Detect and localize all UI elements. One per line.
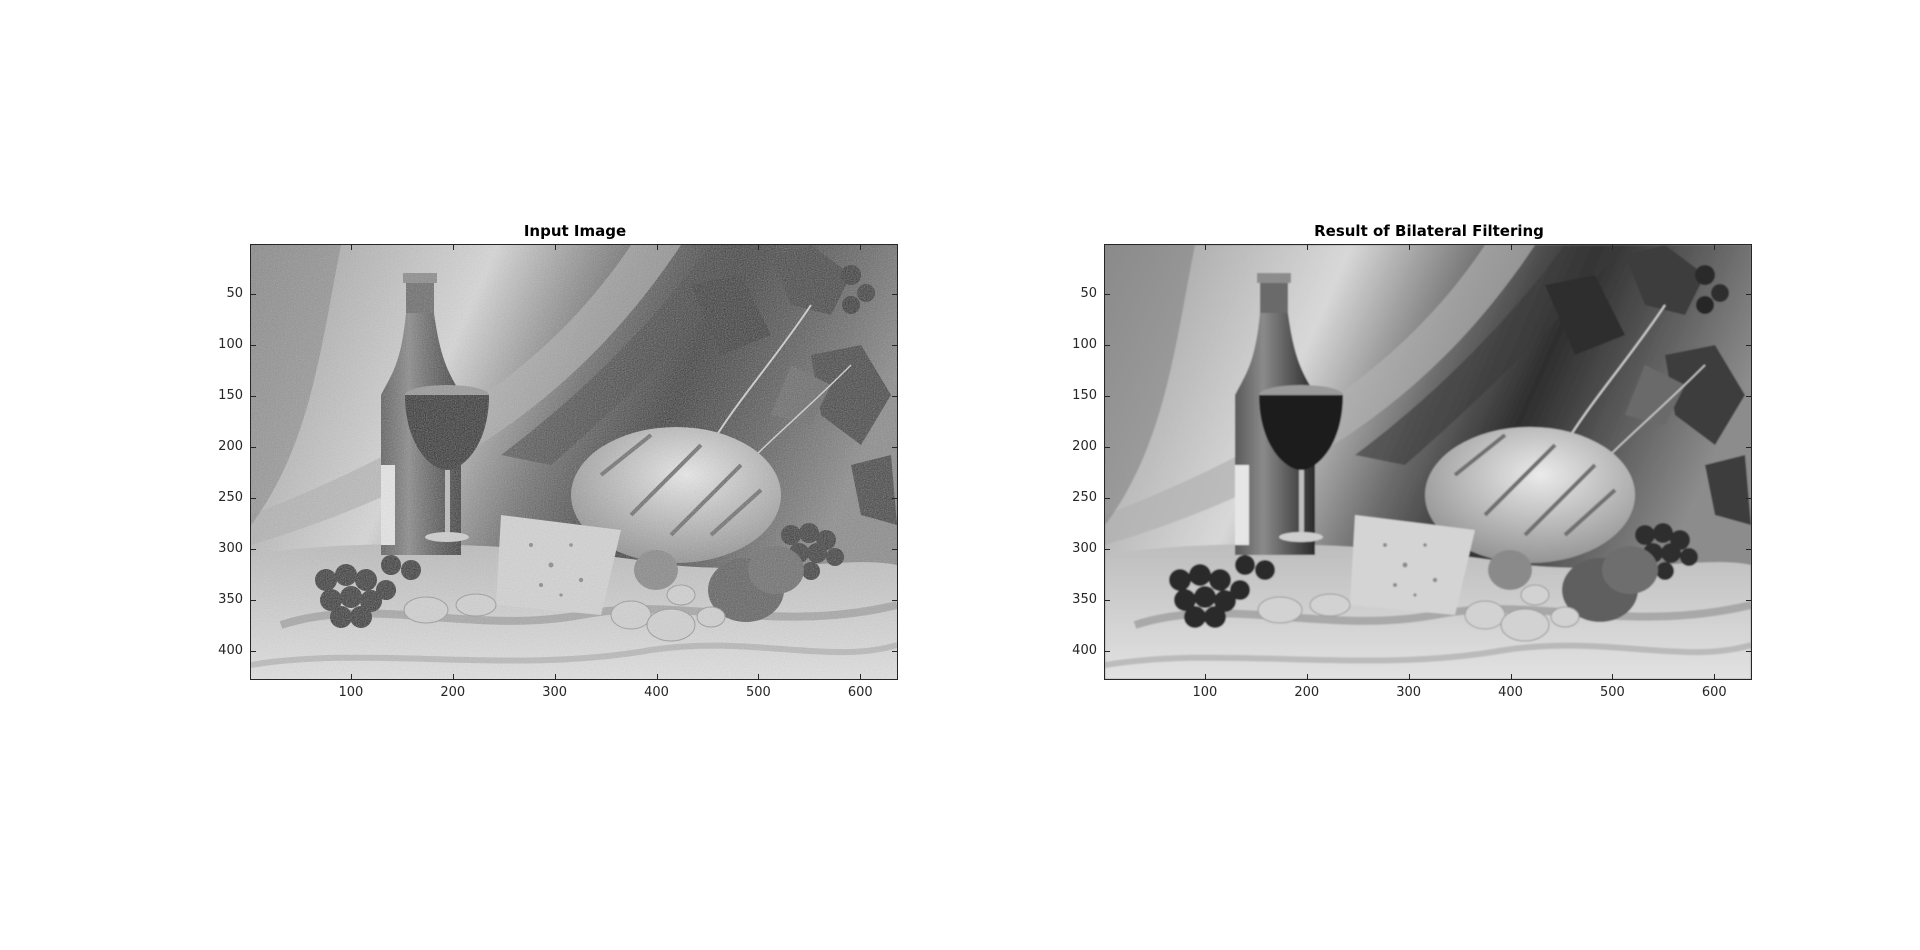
ytick-mark — [892, 651, 898, 653]
axes-title: Input Image — [523, 222, 627, 240]
xtick-mark — [350, 674, 352, 680]
xtick-mark — [1306, 244, 1308, 250]
ytick-label: 100 — [218, 337, 243, 353]
xtick-label: 200 — [1294, 685, 1320, 700]
xtick-mark — [1408, 244, 1410, 250]
xtick-label: 300 — [1396, 685, 1422, 700]
ytick-label: 400 — [218, 643, 243, 659]
xtick-mark — [860, 244, 862, 250]
xtick-mark — [554, 674, 556, 680]
xtick-label: 400 — [1498, 685, 1523, 700]
ytick-mark — [250, 447, 256, 449]
xtick-mark — [1714, 244, 1716, 250]
ytick-mark — [1746, 447, 1752, 449]
ytick-label: 50 — [1080, 286, 1097, 302]
ytick-mark — [1746, 498, 1752, 500]
ytick-mark — [1746, 549, 1752, 551]
xtick-label: 100 — [1192, 685, 1218, 700]
xtick-mark — [758, 244, 760, 250]
xtick-label: 300 — [542, 685, 568, 700]
ytick-mark — [892, 294, 898, 296]
ytick-label: 300 — [1072, 541, 1097, 557]
ytick-label: 350 — [218, 592, 243, 608]
image-input — [250, 244, 898, 680]
ytick-label: 250 — [1072, 490, 1097, 506]
xtick-label: 200 — [440, 685, 466, 700]
xtick-mark — [1612, 244, 1614, 250]
ytick-mark — [1746, 294, 1752, 296]
ytick-mark — [250, 345, 256, 347]
ytick-mark — [1104, 294, 1110, 296]
xtick-mark — [1204, 244, 1206, 250]
ytick-mark — [892, 600, 898, 602]
xtick-label: 100 — [338, 685, 364, 700]
xtick-label: 400 — [644, 685, 669, 700]
ytick-label: 250 — [218, 490, 243, 506]
ytick-mark — [1104, 600, 1110, 602]
ytick-label: 350 — [1072, 592, 1097, 608]
xtick-mark — [656, 674, 658, 680]
ytick-mark — [250, 294, 256, 296]
axes-title: Result of Bilateral Filtering — [1314, 222, 1544, 240]
ytick-mark — [1746, 345, 1752, 347]
xtick-mark — [1306, 674, 1308, 680]
xtick-label: 600 — [847, 685, 873, 700]
xtick-mark — [1612, 674, 1614, 680]
xtick-label: 500 — [745, 685, 771, 700]
ytick-label: 300 — [218, 541, 243, 557]
xtick-mark — [350, 244, 352, 250]
xtick-mark — [1204, 674, 1206, 680]
ytick-mark — [1104, 549, 1110, 551]
xtick-mark — [1510, 674, 1512, 680]
ytick-mark — [1104, 498, 1110, 500]
ytick-mark — [1746, 651, 1752, 653]
ytick-label: 100 — [1072, 337, 1097, 353]
ytick-mark — [892, 396, 898, 398]
ytick-label: 50 — [226, 286, 243, 302]
ytick-mark — [1104, 651, 1110, 653]
ytick-mark — [892, 345, 898, 347]
xtick-mark — [452, 244, 454, 250]
ytick-mark — [1746, 600, 1752, 602]
xtick-mark — [860, 674, 862, 680]
xtick-mark — [1510, 244, 1512, 250]
ytick-label: 150 — [218, 388, 243, 404]
ytick-mark — [892, 549, 898, 551]
xtick-mark — [758, 674, 760, 680]
ytick-mark — [892, 498, 898, 500]
xtick-label: 600 — [1701, 685, 1727, 700]
ytick-mark — [892, 447, 898, 449]
ytick-mark — [1104, 396, 1110, 398]
ytick-label: 400 — [1072, 643, 1097, 659]
axes-bilateral-result: Result of Bilateral Filtering — [1072, 218, 1754, 700]
ytick-mark — [250, 651, 256, 653]
ytick-mark — [250, 600, 256, 602]
ytick-mark — [250, 498, 256, 500]
ytick-mark — [1746, 396, 1752, 398]
ytick-mark — [1104, 447, 1110, 449]
image-filtered — [1104, 244, 1752, 680]
ytick-label: 200 — [1072, 439, 1097, 455]
ytick-mark — [250, 396, 256, 398]
xtick-mark — [554, 244, 556, 250]
xtick-mark — [452, 674, 454, 680]
ytick-mark — [1104, 345, 1110, 347]
xtick-mark — [656, 244, 658, 250]
ytick-label: 200 — [218, 439, 243, 455]
ytick-mark — [250, 549, 256, 551]
xtick-mark — [1714, 674, 1716, 680]
xtick-label: 500 — [1599, 685, 1625, 700]
axes-input-image: Input Image — [218, 218, 900, 700]
ytick-label: 150 — [1072, 388, 1097, 404]
xtick-mark — [1408, 674, 1410, 680]
